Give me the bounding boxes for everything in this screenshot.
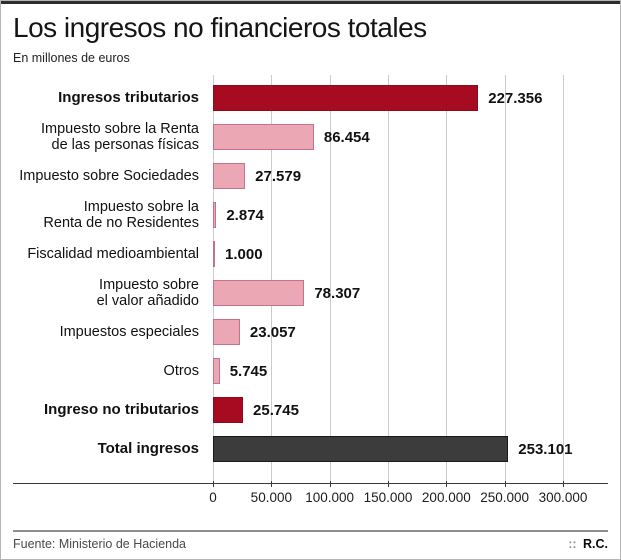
chart-row: Impuestos especiales 23.057 [13,313,608,352]
chart-row: Ingresos tributarios 227.356 [13,79,608,118]
bar [213,202,217,229]
page-title: Los ingresos no financieros totales [13,12,427,43]
value-label: 27.579 [255,167,302,185]
category-label: Impuesto sobre la Renta de las personas … [41,120,199,154]
x-axis: 0 50.000 100.000 150.000 200.000 250.000 300.0… [13,480,608,511]
category-label: Ingreso no tributarios [43,400,199,418]
gridline [329,74,331,483]
bar [213,319,240,346]
category-label: Otros [163,362,199,379]
chart-row: Impuesto sobre el valor añadido 78.307 [13,274,608,313]
gridline [563,74,564,483]
category-label: Impuesto sobre la Renta de no Residentes [43,198,199,232]
bar [213,358,220,385]
bar-track: 2.874 [213,202,608,229]
axis-tick [563,480,564,487]
credit: :: R.C. [568,537,608,551]
x-axis-line [13,482,608,484]
chart-subtitle: En millones de euros [13,50,130,65]
bar [213,163,246,190]
bar-track: 5.745 [213,358,608,385]
value-label: 23.057 [249,323,296,341]
bar [213,241,215,268]
axis-tick [388,480,389,487]
gridline [388,74,389,483]
axis-tick-label: 300.000 [538,489,588,505]
category-label: Impuesto sobre el valor añadido [96,276,199,310]
chart-row: Ingreso no tributarios 25.745 [13,391,608,430]
bar [213,280,305,307]
content: Los ingresos no financieros totales En m… [1,4,620,530]
bar-chart: Ingresos tributarios 227.356 Impuesto sobr… [13,74,608,483]
bar-track: 253.101 [213,436,608,463]
axis-tick-label: 250.000 [480,489,530,505]
bar-track: 27.579 [213,163,608,190]
axis-tick-label: 200.000 [421,489,471,505]
category-label: Impuestos especiales [59,323,199,340]
gridline [271,74,273,483]
axis-tick [504,480,506,487]
axis-tick-label: 50.000 [250,489,292,505]
bar [213,124,314,151]
value-label: 227.356 [488,89,543,107]
value-label: 253.101 [518,440,573,458]
chart-row: Fiscalidad medioambiental 1.000 [13,235,608,274]
category-label: Fiscalidad medioambiental [27,245,199,262]
axis-tick [329,480,331,487]
bar [213,436,509,463]
bar-track: 78.307 [213,280,608,307]
chart-row: Otros 5.745 [13,352,608,391]
value-label: 86.454 [323,128,370,146]
gridline [504,74,506,483]
bar-track: 25.745 [213,397,608,424]
value-label: 2.874 [226,206,264,224]
credit-name: R.C. [583,537,608,551]
gridlines-layer [213,74,564,483]
gridline [213,74,214,483]
bar [213,85,479,112]
category-label: Ingresos tributarios [58,88,199,106]
top-rule [1,1,620,4]
source-text: Fuente: Ministerio de Hacienda [13,537,187,551]
category-label: Impuesto sobre Sociedades [19,167,199,184]
value-label: 5.745 [229,362,268,380]
chart-row: Impuesto sobre Sociedades 27.579 [13,157,608,196]
bar-track: 86.454 [213,124,608,151]
bar-track: 23.057 [213,319,608,346]
category-label: Total ingresos [97,439,199,457]
value-label: 25.745 [253,401,299,419]
axis-tick-label: 0 [209,489,217,505]
value-label: 1.000 [225,245,263,263]
footer-rule [13,530,608,532]
value-label: 78.307 [314,284,361,302]
gridline [446,74,448,483]
bar-track: 1.000 [213,241,608,268]
axis-tick [271,480,273,487]
axis-tick-label: 100.000 [305,489,355,505]
chart-row: Total ingresos 253.101 [13,430,608,469]
chart-row: Impuesto sobre la Renta de no Residentes… [13,196,608,235]
chart-rows: Ingresos tributarios 227.356 Impuesto sobr… [13,79,608,469]
chart-row: Impuesto sobre la Renta de las personas … [13,118,608,157]
bar [213,397,244,424]
axis-tick [446,480,448,487]
axis-tick-label: 150.000 [363,489,413,505]
bar-track: 227.356 [213,85,608,112]
credit-prefix: :: [568,537,577,551]
footer: Fuente: Ministerio de Hacienda :: R.C. [1,530,620,559]
axis-tick [213,480,214,487]
